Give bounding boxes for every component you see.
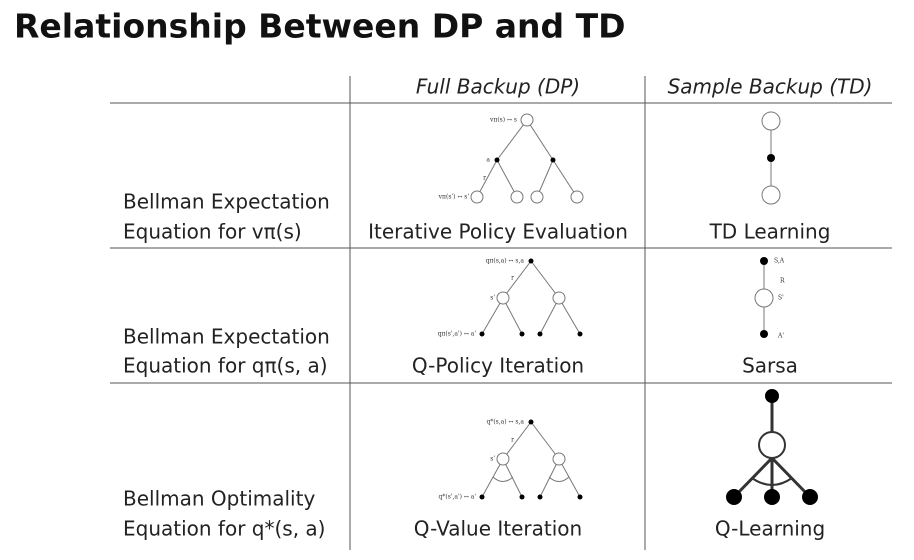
diagram-label: r xyxy=(511,275,514,282)
state-node xyxy=(758,431,786,459)
diagram-label: a xyxy=(486,157,490,164)
state-node xyxy=(552,291,566,305)
action-node xyxy=(537,494,543,500)
state-node xyxy=(761,185,781,205)
max-arc xyxy=(492,476,570,482)
diagram-label: qπ(s,a) ↔ s,a xyxy=(486,258,525,265)
caption: Sarsa xyxy=(742,354,798,378)
caption: Q-Learning xyxy=(715,517,825,541)
backup-diagram: vπ(s) ↔ s a r vπ(s') ↔ s' xyxy=(438,113,584,204)
action-node xyxy=(577,331,583,337)
action-node xyxy=(726,489,742,505)
diagram-label: s' xyxy=(490,456,495,463)
state-node xyxy=(496,452,510,466)
caption: Q-Value Iteration xyxy=(414,517,582,541)
row-label: Bellman Optimality xyxy=(123,487,315,511)
action-node xyxy=(479,494,485,500)
backup-diagram xyxy=(726,389,818,505)
column-header: Sample Backup (TD) xyxy=(668,75,873,99)
action-node xyxy=(537,331,543,337)
diagram-label: vπ(s) ↔ s xyxy=(489,117,517,124)
row-label: Bellman Expectation xyxy=(123,190,330,214)
edge xyxy=(476,119,578,198)
state-node xyxy=(570,190,584,204)
state-node xyxy=(754,288,774,308)
backup-diagram: qπ(s,a) ↔ s,a r s' qπ(s',a') ↔ a' xyxy=(438,258,583,338)
backup-diagram xyxy=(761,111,781,205)
diagram-label: A' xyxy=(777,333,784,340)
action-node xyxy=(767,154,775,162)
caption: TD Learning xyxy=(709,220,831,244)
backup-diagram: q*(s,a) ↔ s,a r s' q*(s',a') ↔ a' xyxy=(439,419,583,501)
diagram-label: s' xyxy=(490,295,495,302)
diagram-label: q*(s,a) ↔ s,a xyxy=(487,419,525,426)
diagram-label: r xyxy=(511,437,514,444)
action-node xyxy=(494,157,500,163)
row-label: Equation for vπ(s) xyxy=(123,220,302,244)
action-node xyxy=(519,331,525,337)
diagram-label: q*(s',a') ↔ a' xyxy=(439,494,477,501)
action-node xyxy=(760,257,768,265)
caption: Q-Policy Iteration xyxy=(412,354,584,378)
action-node xyxy=(764,489,780,505)
backup-diagram: S,A R S' A' xyxy=(754,257,785,340)
action-node xyxy=(528,258,534,264)
diagram-label: r xyxy=(483,175,486,182)
action-node xyxy=(519,494,525,500)
state-node xyxy=(520,113,534,127)
action-node xyxy=(765,389,779,403)
caption: Iterative Policy Evaluation xyxy=(368,220,628,244)
action-node xyxy=(577,494,583,500)
state-node xyxy=(761,111,781,131)
slide-title: Relationship Between DP and TD xyxy=(14,7,626,46)
state-node xyxy=(530,190,544,204)
action-node xyxy=(479,331,485,337)
row-label: Bellman Expectation xyxy=(123,325,330,349)
action-node xyxy=(802,489,818,505)
state-node xyxy=(552,452,566,466)
action-node xyxy=(760,330,768,338)
column-header: Full Backup (DP) xyxy=(416,75,580,99)
max-arc xyxy=(751,477,793,486)
action-node xyxy=(550,157,556,163)
diagram-label: R xyxy=(780,278,785,285)
state-node xyxy=(470,190,484,204)
diagram-label: S' xyxy=(778,295,784,302)
state-node xyxy=(510,190,524,204)
row-label: Equation for qπ(s, a) xyxy=(123,354,328,378)
edge xyxy=(481,260,581,335)
diagram-label: qπ(s',a') ↔ a' xyxy=(438,331,477,338)
state-node xyxy=(496,291,510,305)
diagram-label: vπ(s') ↔ s' xyxy=(438,194,470,201)
action-node xyxy=(528,419,534,425)
diagram-label: S,A xyxy=(774,258,785,265)
row-label: Equation for q*(s, a) xyxy=(123,517,325,541)
